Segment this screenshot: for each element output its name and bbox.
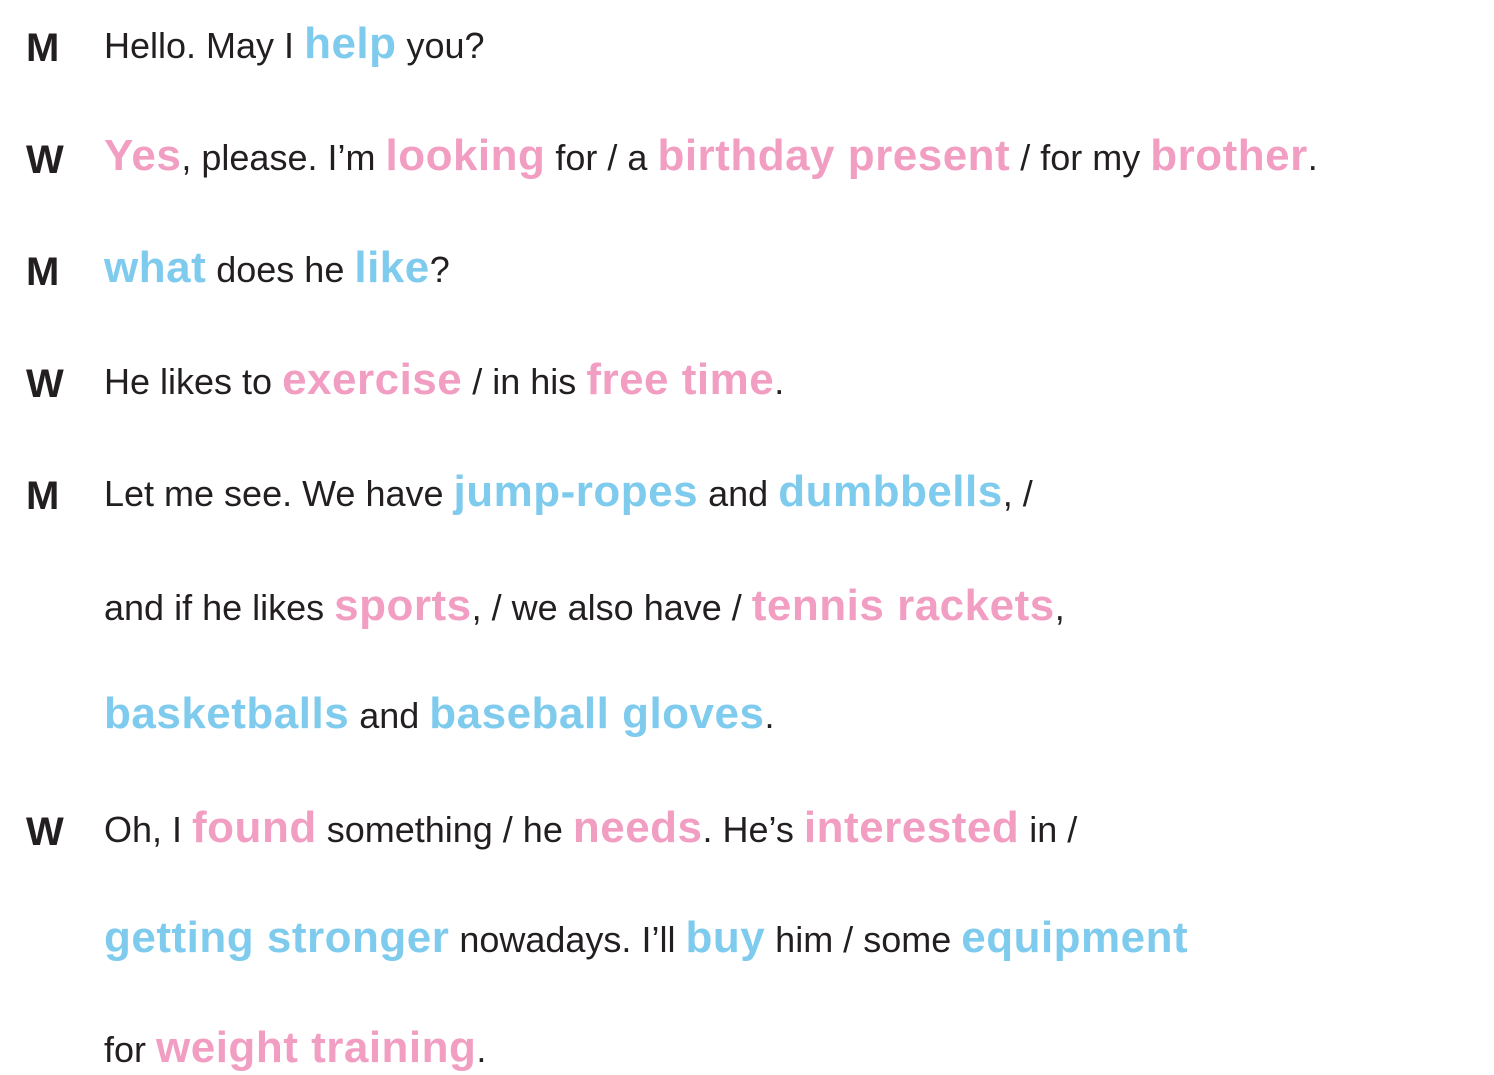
line-text: basketballs and baseball gloves. [104,692,774,736]
pink-keyword: brother [1150,131,1308,180]
pink-keyword: birthday present [657,131,1010,180]
plain-text: nowadays. I’ll [449,919,685,960]
pink-keyword: Yes [104,131,181,180]
line-text: Oh, I found something / he needs. He’s i… [104,806,1077,850]
plain-text: does he [206,249,354,290]
plain-text: and [698,473,778,514]
line-text: Hello. May I help you? [104,22,485,66]
line-text: He likes to exercise / in his free time. [104,358,784,402]
pink-keyword: weight training [156,1023,476,1072]
pink-keyword: exercise [282,355,462,404]
pink-keyword: looking [385,131,545,180]
plain-text: , / we also have / [472,587,752,628]
plain-text: . [476,1029,486,1070]
speaker-label: W [26,140,64,180]
pink-keyword: interested [804,803,1019,852]
plain-text: Hello. May I [104,25,304,66]
pink-keyword: needs [573,803,703,852]
speaker-label: M [26,28,59,68]
speaker-label: M [26,252,59,292]
plain-text: . He’s [703,809,804,850]
blue-keyword: buy [685,913,765,962]
plain-text: / in his [462,361,586,402]
blue-keyword: like [354,243,429,292]
blue-keyword: baseball gloves [429,689,764,738]
line-text: getting stronger nowadays. I’ll buy him … [104,916,1188,960]
plain-text: and [349,695,429,736]
blue-keyword: what [104,243,206,292]
blue-keyword: basketballs [104,689,349,738]
plain-text: in / [1019,809,1077,850]
pink-keyword: free time [586,355,774,404]
pink-keyword: tennis rackets [752,581,1055,630]
line-text: what does he like? [104,246,450,290]
plain-text: you? [397,25,485,66]
plain-text: ? [430,249,450,290]
plain-text: something / he [317,809,573,850]
speaker-label: W [26,812,64,852]
blue-keyword: jump-ropes [454,467,699,516]
blue-keyword: dumbbells [778,467,1003,516]
plain-text: , / [1003,473,1033,514]
line-text: Let me see. We have jump-ropes and dumbb… [104,470,1033,514]
speaker-label: M [26,476,59,516]
plain-text: and if he likes [104,587,334,628]
blue-keyword: equipment [961,913,1188,962]
plain-text: . [1308,137,1318,178]
plain-text: , [1055,587,1065,628]
plain-text: . [774,361,784,402]
plain-text: Oh, I [104,809,192,850]
line-text: Yes, please. I’m looking for / a birthda… [104,134,1318,178]
plain-text: Let me see. We have [104,473,454,514]
line-text: and if he likes sports, / we also have /… [104,584,1065,628]
pink-keyword: found [192,803,317,852]
plain-text: for / a [545,137,657,178]
plain-text: him / some [765,919,961,960]
plain-text: / for my [1010,137,1150,178]
plain-text: . [764,695,774,736]
pink-keyword: sports [334,581,471,630]
line-text: for weight training. [104,1026,486,1070]
blue-keyword: getting stronger [104,913,449,962]
plain-text: , please. I’m [181,137,385,178]
speaker-label: W [26,364,64,404]
plain-text: for [104,1029,156,1070]
plain-text: He likes to [104,361,282,402]
blue-keyword: help [304,19,396,68]
